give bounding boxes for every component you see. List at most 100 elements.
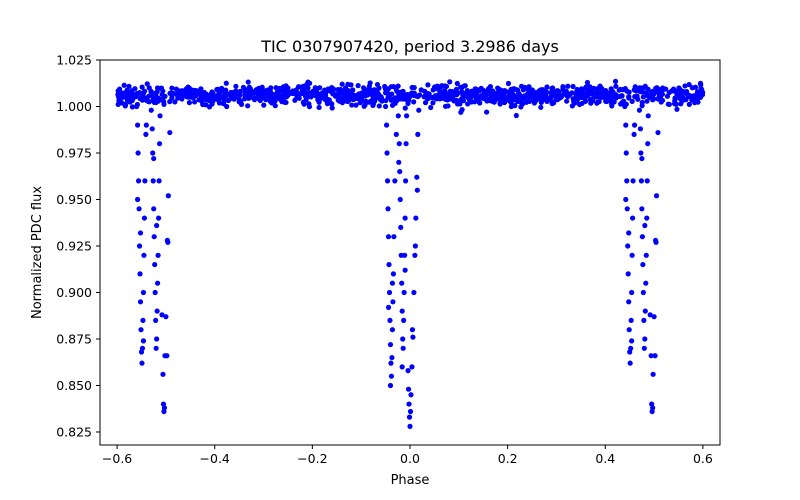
data-point	[325, 86, 331, 92]
data-point	[268, 85, 274, 91]
data-point	[451, 98, 457, 104]
data-point	[594, 92, 600, 98]
data-point	[686, 81, 692, 88]
data-point	[686, 93, 692, 99]
data-point	[624, 178, 630, 184]
data-point	[402, 267, 408, 273]
data-point	[623, 122, 629, 128]
data-point	[396, 159, 402, 165]
data-point	[299, 89, 305, 95]
data-point	[640, 289, 646, 296]
data-point	[317, 85, 323, 91]
data-point	[337, 98, 343, 104]
data-point	[629, 289, 635, 296]
data-point	[698, 85, 704, 91]
data-point	[355, 83, 361, 89]
data-point	[337, 86, 344, 93]
data-point	[179, 96, 185, 102]
data-point	[136, 206, 142, 212]
data-point	[200, 101, 206, 108]
data-point	[148, 88, 154, 94]
data-point	[536, 88, 543, 94]
data-point	[137, 271, 143, 277]
data-point	[403, 141, 409, 147]
data-point	[447, 96, 453, 102]
data-point	[369, 92, 375, 98]
data-point	[136, 243, 143, 249]
data-point	[367, 87, 374, 94]
data-point	[491, 99, 497, 105]
data-point	[565, 83, 571, 89]
data-point	[306, 80, 313, 86]
data-point	[637, 126, 644, 132]
data-point	[409, 364, 415, 370]
y-tick-label: 0.975	[56, 145, 92, 160]
data-point	[386, 93, 392, 100]
data-point	[644, 178, 650, 184]
data-point	[139, 345, 146, 351]
data-point	[552, 89, 558, 95]
data-point	[659, 91, 666, 97]
data-point	[246, 95, 252, 101]
data-point	[410, 334, 416, 340]
plot-area	[115, 78, 706, 429]
data-point	[362, 102, 368, 108]
data-point	[161, 98, 167, 105]
data-point	[454, 80, 460, 87]
data-point	[156, 178, 162, 184]
data-point	[455, 90, 461, 96]
data-point	[627, 360, 633, 366]
data-point	[159, 312, 165, 318]
data-point	[428, 95, 435, 101]
data-point	[683, 97, 689, 103]
data-point	[316, 104, 322, 111]
data-point	[413, 215, 419, 221]
data-point	[393, 131, 399, 137]
data-point	[333, 93, 339, 99]
data-point	[350, 92, 356, 99]
data-point	[362, 93, 368, 99]
data-point	[360, 85, 367, 91]
data-point	[384, 178, 391, 184]
data-point	[622, 103, 628, 110]
data-point	[402, 105, 408, 111]
data-point	[405, 100, 411, 107]
data-point	[629, 98, 635, 104]
data-point	[167, 99, 173, 105]
data-point	[442, 103, 449, 109]
data-point	[644, 98, 650, 104]
data-point	[652, 88, 658, 94]
data-point	[387, 382, 394, 389]
data-point	[390, 299, 396, 305]
data-point	[406, 414, 413, 420]
data-point	[439, 83, 445, 89]
data-point	[505, 80, 512, 87]
data-point	[399, 280, 405, 286]
data-point	[428, 104, 434, 111]
data-point	[367, 80, 373, 86]
data-point	[306, 104, 313, 110]
data-point	[512, 86, 518, 92]
y-tick-label: 0.850	[56, 378, 92, 393]
data-point	[430, 100, 436, 106]
data-point	[151, 155, 157, 162]
data-point	[233, 88, 239, 94]
data-point	[383, 97, 389, 104]
data-point	[650, 371, 656, 377]
data-point	[129, 88, 135, 94]
data-point	[643, 252, 649, 258]
data-point	[399, 364, 405, 370]
data-point	[523, 99, 530, 105]
data-point	[626, 95, 632, 101]
data-point	[294, 92, 300, 98]
data-point	[540, 88, 547, 94]
data-point	[155, 252, 161, 258]
data-point	[647, 92, 654, 98]
data-point	[226, 97, 232, 103]
data-point	[624, 206, 630, 212]
data-point	[402, 252, 408, 258]
data-point	[572, 100, 578, 106]
data-point	[415, 93, 421, 100]
data-point	[478, 93, 484, 99]
data-point	[407, 423, 413, 429]
